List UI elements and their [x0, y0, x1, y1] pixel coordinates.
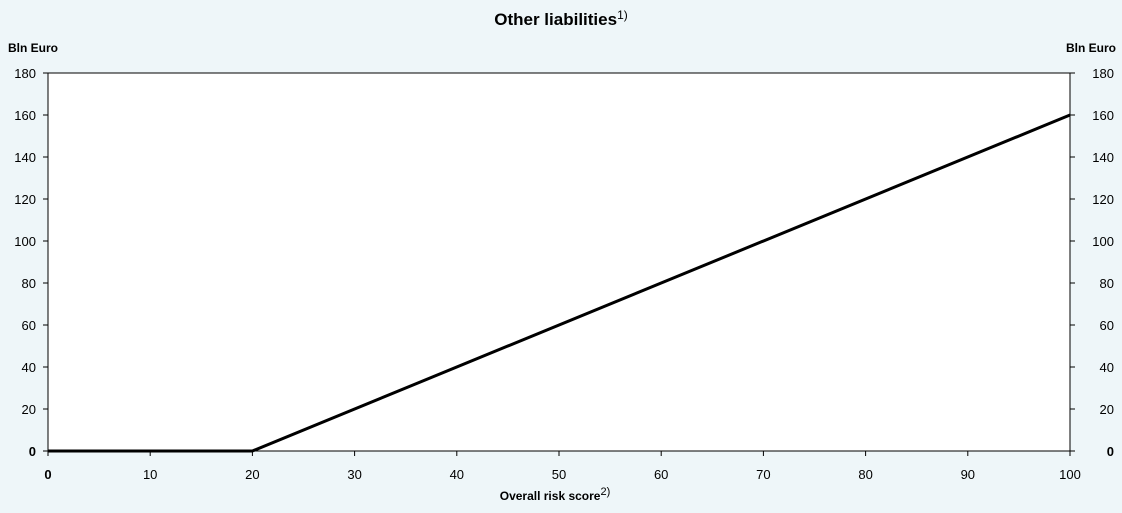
chart-title: Other liabilities1)	[494, 8, 627, 29]
y-tick-label-right: 100	[1092, 234, 1114, 249]
y-tick-label: 120	[14, 192, 36, 207]
x-tick-label: 40	[450, 467, 464, 482]
x-tick-label: 70	[756, 467, 770, 482]
series-group	[48, 113, 1071, 453]
right-axis-unit-label: Bln Euro	[1066, 41, 1116, 55]
y-tick-label: 0	[29, 444, 36, 459]
x-axis: 0 10 20 30 40 50 60 70 80 90 100	[44, 451, 1081, 482]
y-tick-label: 100	[14, 234, 36, 249]
x-tick-label: 30	[347, 467, 361, 482]
x-tick-label: 20	[245, 467, 259, 482]
left-y-axis: 0 20 40 60 80 100 120 140 160 180	[14, 66, 48, 459]
x-tick-label: 60	[654, 467, 668, 482]
x-tick-label: 50	[552, 467, 566, 482]
y-tick-label-right: 80	[1100, 276, 1114, 291]
x-tick-label: 0	[44, 467, 51, 482]
y-tick-label-right: 60	[1100, 318, 1114, 333]
y-tick-label-right: 120	[1092, 192, 1114, 207]
y-tick-label-right: 40	[1100, 360, 1114, 375]
series-line	[48, 113, 1071, 453]
left-axis-unit-label: Bln Euro	[8, 41, 58, 55]
y-tick-label-right: 180	[1092, 66, 1114, 81]
y-tick-label: 20	[22, 402, 36, 417]
y-tick-label: 80	[22, 276, 36, 291]
x-tick-label: 80	[858, 467, 872, 482]
y-tick-label-right: 160	[1092, 108, 1114, 123]
y-tick-label: 180	[14, 66, 36, 81]
y-tick-label: 160	[14, 108, 36, 123]
y-tick-label-right: 140	[1092, 150, 1114, 165]
y-tick-label: 40	[22, 360, 36, 375]
plot-area	[47, 72, 1071, 452]
y-tick-label: 140	[14, 150, 36, 165]
x-tick-label: 90	[961, 467, 975, 482]
x-tick-label: 100	[1059, 467, 1081, 482]
y-tick-label: 60	[22, 318, 36, 333]
x-axis-label: Overall risk score2)	[500, 486, 611, 503]
right-y-axis: 0 20 40 60 80 100 120 140 160 180	[1070, 66, 1114, 459]
y-tick-label-right: 20	[1100, 402, 1114, 417]
x-tick-label: 10	[143, 467, 157, 482]
y-tick-label-right: 0	[1107, 444, 1114, 459]
